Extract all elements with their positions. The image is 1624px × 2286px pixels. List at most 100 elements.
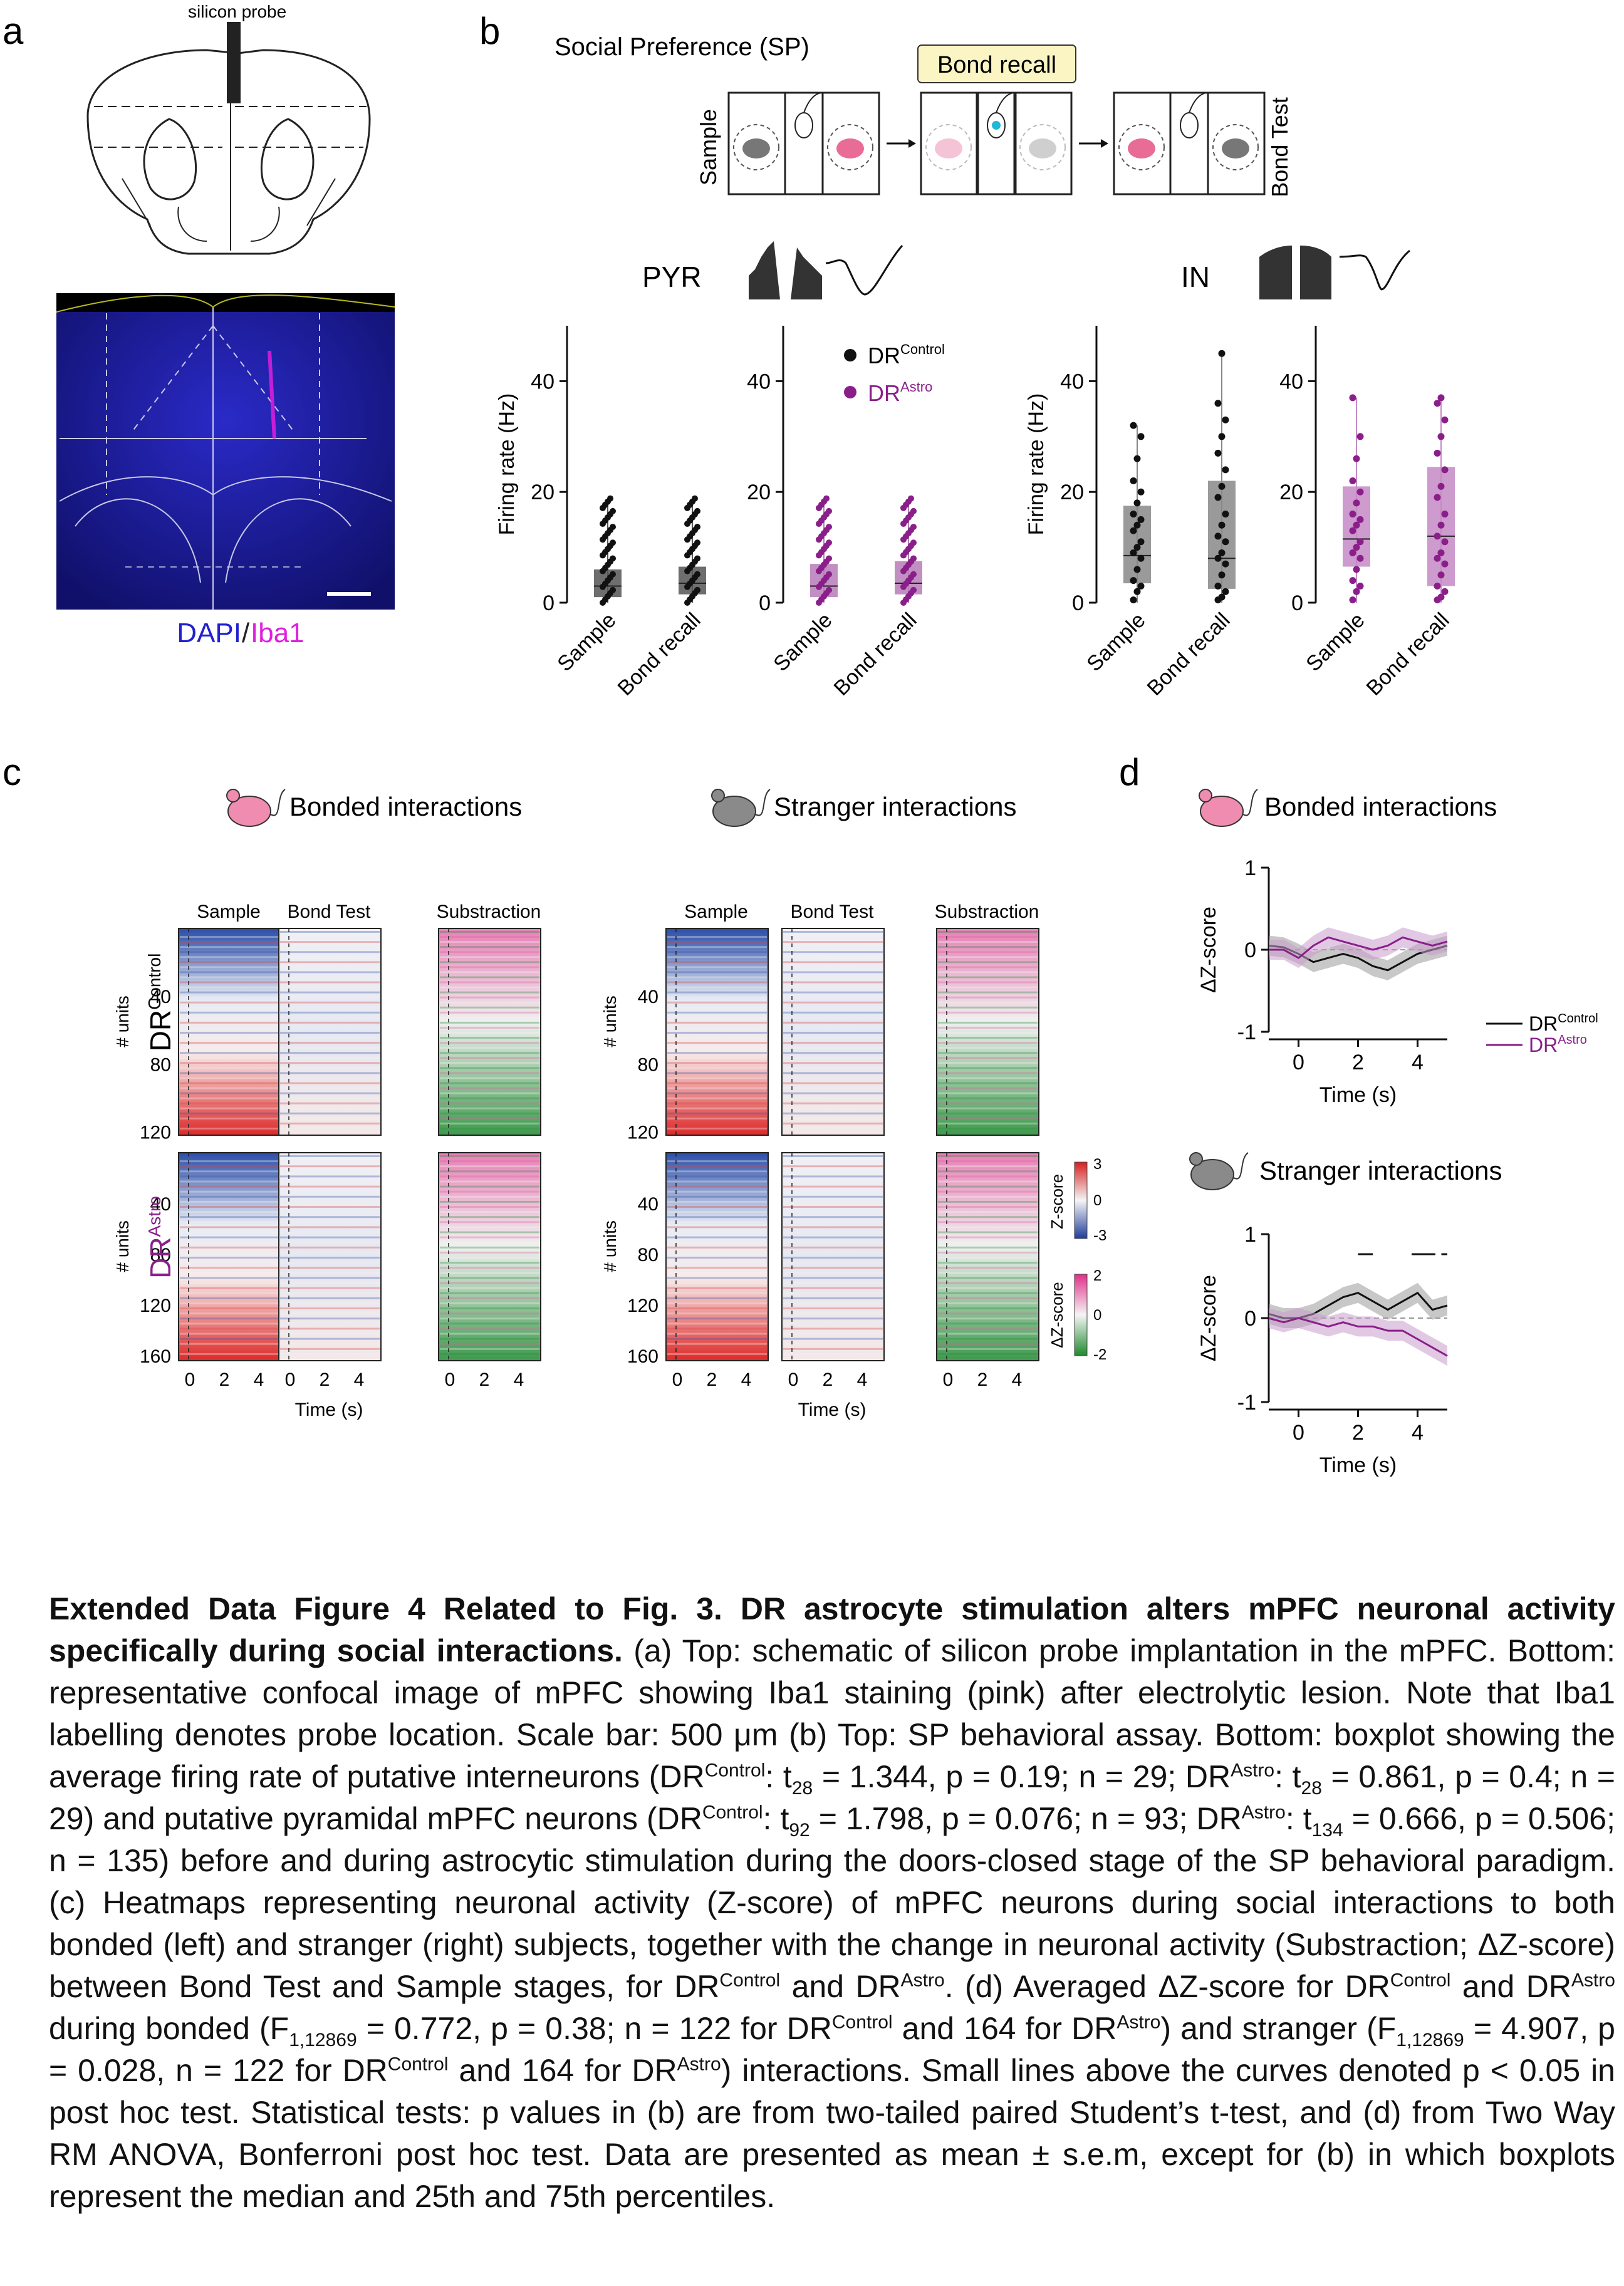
y-axis-label: Firing rate (Hz) [1024,393,1048,536]
dzscale-label: ΔZ-score [1048,1282,1066,1348]
heatmap-y-tick-label: 120 [140,1123,171,1143]
x-tick-label: Bond recall [613,608,705,700]
data-point [1441,538,1449,546]
data-point [823,495,830,502]
heatmap-col-title: Sample [684,901,748,922]
caption-sup: Control [702,1802,763,1823]
data-point [1130,527,1137,534]
data-point [694,524,700,531]
heatmap-y-tick-label: 40 [638,987,658,1007]
caption-text: = 0.861, p = 0.4; n = 29) and putative p… [49,1759,1615,1836]
data-point [1356,488,1364,496]
caption-text: = 4.907, p = 0.028, n = 122 for DR [49,2011,1615,2088]
y-tick-label: 1 [1244,1223,1256,1247]
caption-title: Extended Data Figure 4 Related to Fig. 3… [49,1591,1615,1668]
heatmap-x-tick-label: 2 [320,1369,330,1390]
caption-sup: Control [831,2012,893,2033]
units-label: # units [113,995,132,1047]
caption-sup: Astro [677,2054,721,2075]
data-point [910,586,917,593]
data-point [1214,582,1222,590]
heatmap-substraction [936,1152,1039,1361]
zscale-tick-min: -3 [1093,1227,1106,1244]
data-point [1222,560,1229,568]
bonded-mouse-icon [836,138,864,158]
y-tick-label: 20 [531,481,554,504]
schematic-left-label: Sample [695,109,721,185]
y-tick-label: 1 [1244,856,1256,880]
data-point [1133,544,1141,551]
data-point [1434,533,1441,540]
heatmap-y-tick-label: 40 [638,1194,658,1215]
data-point [1353,499,1360,507]
data-point [1218,571,1226,579]
data-point [826,571,832,578]
row-label-astro: DRAstro [144,1196,177,1279]
heatmap-y-tick-label: 80 [638,1054,658,1075]
data-point [1349,549,1356,556]
data-point [1349,394,1356,402]
caption-sup: Astro [1241,1802,1286,1823]
caption-text: : t [1274,1759,1301,1794]
bond-recall-badge [917,44,1076,83]
heatmap-y-tick-label: 40 [150,1194,171,1215]
scale-bar [327,592,371,596]
pyr-label: PYR [642,261,702,293]
data-point [1356,582,1364,590]
box [1208,481,1236,589]
data-point [1441,416,1449,423]
caption-text: ) and stranger (F [1160,2011,1397,2046]
data-point [1437,482,1445,490]
heatmap-x-tick-label: 0 [185,1369,195,1390]
caption-sup: Control [1390,1970,1451,1991]
y-tick-label: 40 [1279,370,1303,393]
data-point [1434,554,1441,562]
stranger-mouse-icon [742,138,770,158]
data-point [1353,455,1360,462]
series-line [1269,936,1448,959]
test-mouse-icon [1180,112,1199,138]
heatmap-y-tick-label: 160 [627,1346,658,1367]
data-point [1214,400,1222,407]
data-point [1356,538,1364,546]
dzscale-tick-max: 2 [1093,1267,1101,1284]
heatmap-x-label: Time (s) [798,1400,867,1420]
heatmap-x-tick-label: 2 [977,1369,988,1390]
pyr-autocorrelogram-icon [749,241,822,299]
data-point [1437,549,1445,556]
data-point [908,495,914,502]
caption-sup: Astro [900,1970,945,1991]
heatmap-col-title: Substraction [437,901,541,922]
data-point [1349,477,1356,485]
heatmap-x-tick-label: 4 [354,1369,365,1390]
caption-sup: Astro [1571,1970,1615,1991]
data-point [1356,516,1364,523]
x-tick-label: Bond recall [830,608,922,700]
x-tick-label: Sample [553,608,620,676]
data-point [1437,521,1445,529]
data-point [1349,511,1356,518]
y-tick-label: 0 [1244,938,1256,962]
heatmap-sample [665,1152,769,1361]
data-point [1222,588,1229,595]
data-point [694,555,700,562]
heatmap-bond-test [278,928,382,1136]
heatmap-x-tick-label: 0 [445,1369,455,1390]
panel-c-letter: c [3,751,21,793]
units-label: # units [113,1220,132,1272]
heatmap-x-tick-label: 2 [479,1369,490,1390]
x-tick-label: 4 [1412,1051,1424,1074]
d-legend: DRControl DRAstro [1486,1012,1598,1056]
data-point [910,507,917,514]
data-point [1214,494,1222,501]
dzscore-colorbar: 2 0 -2 ΔZ-score [1048,1267,1106,1363]
legend-astro-label: DRAstro [868,379,932,406]
chamber-sample [727,91,880,195]
y-axis-label: Firing rate (Hz) [495,393,519,536]
stain-separator: / [242,618,250,648]
heatmap-x-tick-label: 0 [943,1369,954,1390]
data-point [1137,554,1145,562]
heatmap-x-tick-label: 0 [788,1369,799,1390]
panel-d: d Bonded interactions Stranger interacti… [1119,751,1598,1477]
